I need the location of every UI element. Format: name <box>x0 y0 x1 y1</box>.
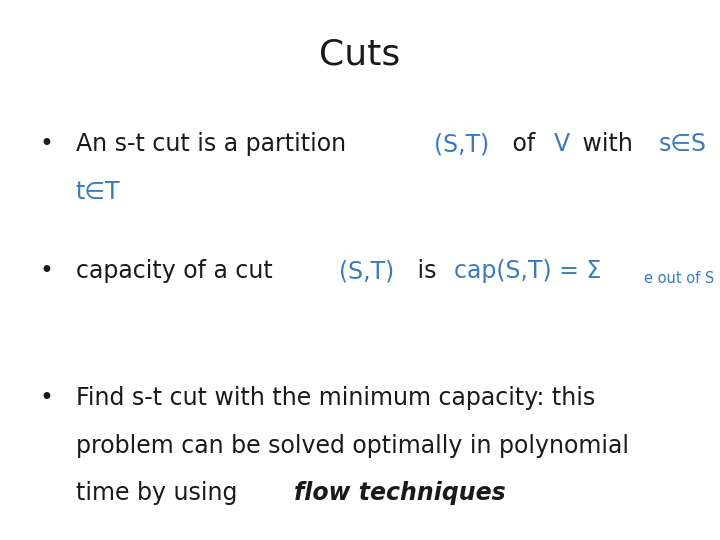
Text: e out of S: e out of S <box>644 271 715 286</box>
Text: (S,T): (S,T) <box>339 259 395 283</box>
Text: (S,T): (S,T) <box>434 132 489 156</box>
Text: Find s-t cut with the minimum capacity: this: Find s-t cut with the minimum capacity: … <box>76 386 595 410</box>
Text: An s-t cut is a partition: An s-t cut is a partition <box>76 132 354 156</box>
Text: with: with <box>575 132 640 156</box>
Text: of: of <box>505 132 543 156</box>
Text: time by using: time by using <box>76 481 245 505</box>
Text: V: V <box>554 132 570 156</box>
Text: capacity of a cut: capacity of a cut <box>76 259 280 283</box>
Text: flow techniques: flow techniques <box>294 481 505 505</box>
Text: •: • <box>40 386 53 410</box>
Text: Cuts: Cuts <box>320 38 400 72</box>
Text: •: • <box>40 132 53 156</box>
Text: •: • <box>40 259 53 283</box>
Text: s∈S: s∈S <box>659 132 707 156</box>
Text: problem can be solved optimally in polynomial: problem can be solved optimally in polyn… <box>76 434 629 457</box>
Text: is: is <box>410 259 444 283</box>
Text: t∈T: t∈T <box>76 180 120 204</box>
Text: cap(S,T) = Σ: cap(S,T) = Σ <box>454 259 602 283</box>
